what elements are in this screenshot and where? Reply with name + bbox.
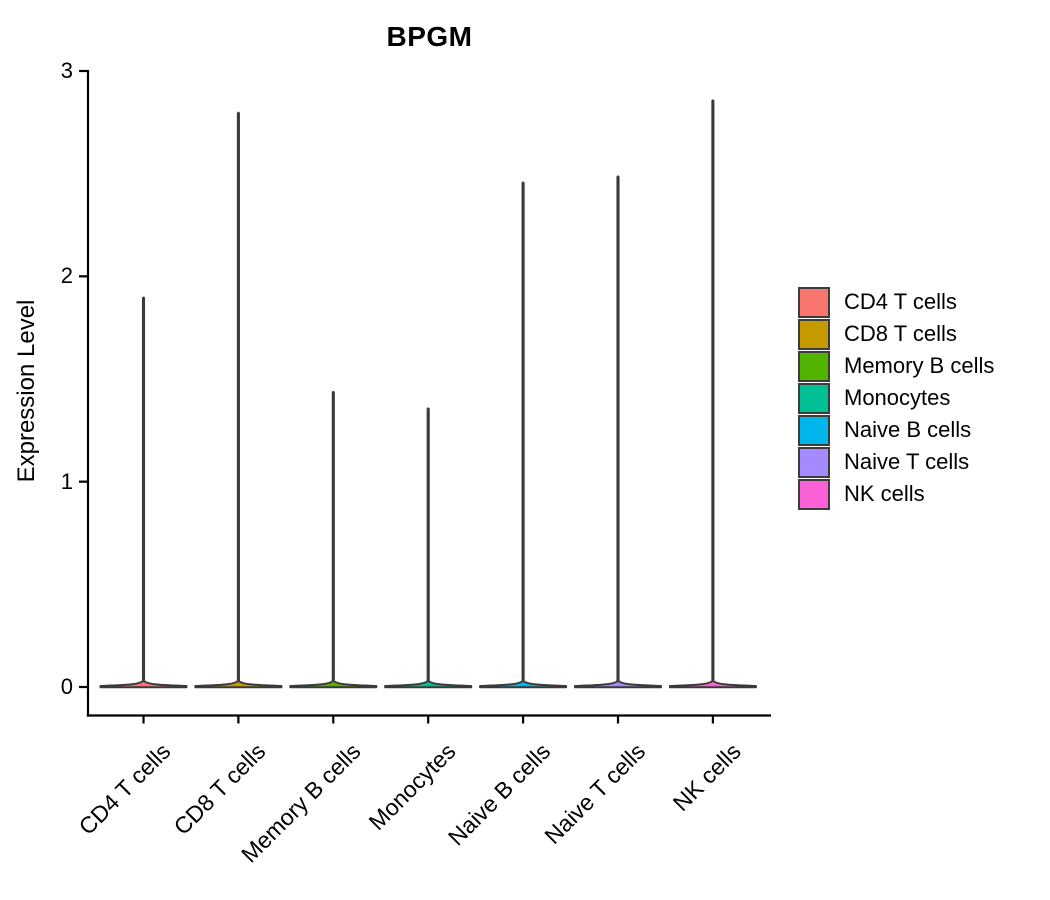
legend: CD4 T cells CD8 T cells Memory B cells Mono… [798, 286, 994, 510]
legend-item-monocytes: Monocytes [798, 382, 994, 414]
legend-label-nk-cells: NK cells [844, 481, 925, 506]
violin-cd4-t-cells [99, 296, 188, 689]
y-tick-label: 3 [60, 58, 73, 83]
y-tick-label: 1 [60, 468, 73, 494]
violin-nk-cells [668, 99, 757, 689]
violin-cd8-t-cells [194, 111, 283, 689]
legend-swatch-cd8-t-cells [798, 318, 830, 350]
y-tick-label: 2 [60, 263, 73, 289]
violin-memory-b-cells [289, 390, 378, 689]
legend-item-nk-cells: NK cells [798, 478, 994, 510]
legend-label-cd4-t-cells: CD4 T cells [844, 289, 957, 314]
legend-label-cd8-t-cells: CD8 T cells [844, 321, 957, 346]
legend-label-naive-b-cells: Naive B cells [844, 417, 972, 442]
legend-swatch-naive-b-cells [798, 414, 830, 446]
y-tick-label: 0 [60, 674, 73, 699]
legend-item-cd4-t-cells: CD4 T cells [798, 286, 994, 318]
legend-label-monocytes: Monocytes [844, 385, 951, 410]
legend-item-memory-b-cells: Memory B cells [798, 350, 994, 382]
violin-naive-b-cells [479, 181, 568, 689]
legend-item-naive-b-cells: Naive B cells [798, 414, 994, 446]
legend-label-memory-b-cells: Memory B cells [844, 353, 995, 378]
legend-swatch-cd4-t-cells [798, 286, 830, 318]
legend-swatch-nk-cells [798, 478, 830, 510]
legend-item-naive-t-cells: Naive T cells [798, 446, 994, 478]
legend-swatch-memory-b-cells [798, 350, 830, 382]
chart-title: BPGM [386, 21, 473, 52]
legend-label-naive-t-cells: Naive T cells [844, 449, 970, 474]
violin-monocytes [384, 407, 473, 689]
violin-naive-t-cells [574, 175, 662, 689]
legend-item-cd8-t-cells: CD8 T cells [798, 318, 994, 350]
legend-swatch-naive-t-cells [798, 446, 830, 478]
legend-swatch-monocytes [798, 382, 830, 414]
